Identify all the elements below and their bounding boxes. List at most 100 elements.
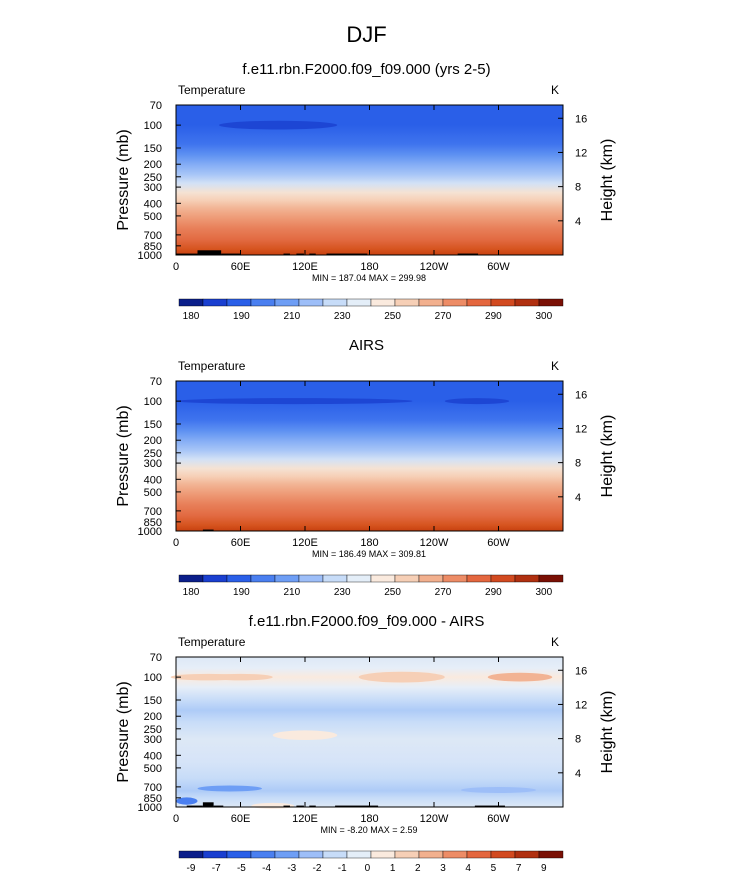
y2-tick-label: 8 xyxy=(575,182,581,194)
colorbar-box xyxy=(250,574,276,583)
y2-axis-label: Height (km) xyxy=(599,139,616,222)
colorbar-label: 300 xyxy=(535,311,552,322)
terrain-mask xyxy=(296,253,304,255)
y-tick-label: 400 xyxy=(144,750,162,762)
colorbar-label: 250 xyxy=(384,311,401,322)
y-tick-label: 300 xyxy=(144,458,162,470)
y2-tick-label: 8 xyxy=(575,734,581,746)
y2-tick-label: 12 xyxy=(575,699,587,711)
y2-tick-label: 8 xyxy=(575,458,581,470)
chart-panel-3: f.e11.rbn.F2000.f09_f09.000 - AIRSTemper… xyxy=(115,613,616,874)
x-tick-label: 0 xyxy=(173,261,179,273)
colorbar-label: 190 xyxy=(233,311,250,322)
chart-panel-1: f.e11.rbn.F2000.f09_f09.000 (yrs 2-5) Tem… xyxy=(115,61,616,322)
contour-feature xyxy=(219,120,338,130)
colorbar-label: 2 xyxy=(415,863,421,874)
minmax-label: MIN = -8.20 MAX = 2.59 xyxy=(320,825,417,835)
colorbar-box xyxy=(322,850,348,859)
x-tick-label: 60W xyxy=(487,537,510,549)
terrain-mask xyxy=(197,250,222,255)
y-tick-label: 850 xyxy=(144,793,162,805)
colorbar-label: 7 xyxy=(516,863,522,874)
colorbar-label: -3 xyxy=(287,863,296,874)
y2-axis-label: Height (km) xyxy=(599,691,616,774)
x-tick-label: 0 xyxy=(173,537,179,549)
units-label: K xyxy=(551,359,559,373)
y-tick-label: 300 xyxy=(144,734,162,746)
colorbar-box xyxy=(370,298,396,307)
colorbar-box xyxy=(178,850,204,859)
colorbar-box xyxy=(394,298,420,307)
colorbar-box xyxy=(466,574,492,583)
colorbar-box xyxy=(418,850,444,859)
colorbar-box xyxy=(274,298,300,307)
terrain-mask xyxy=(326,253,368,255)
terrain-mask xyxy=(213,805,224,807)
colorbar-label: 4 xyxy=(465,863,471,874)
colorbar-label: -7 xyxy=(212,863,221,874)
colorbar-box xyxy=(298,298,324,307)
colorbar-label: -5 xyxy=(237,863,246,874)
y2-tick-label: 16 xyxy=(575,113,587,125)
x-tick-label: 180 xyxy=(360,537,378,549)
colorbar-box xyxy=(346,574,372,583)
colorbar-label: 210 xyxy=(283,311,300,322)
plot-background xyxy=(176,381,563,531)
colorbar-label: 250 xyxy=(384,587,401,598)
colorbar-box xyxy=(298,850,324,859)
colorbar-box xyxy=(250,850,276,859)
panels: f.e11.rbn.F2000.f09_f09.000 (yrs 2-5) Tem… xyxy=(115,61,616,874)
terrain-mask xyxy=(474,805,505,807)
terrain-mask xyxy=(309,805,316,807)
x-tick-label: 180 xyxy=(360,261,378,273)
colorbar-box xyxy=(466,298,492,307)
contour-feature xyxy=(358,671,445,683)
colorbar-box xyxy=(202,574,228,583)
colorbar-box xyxy=(226,850,252,859)
y-tick-label: 150 xyxy=(144,695,162,707)
colorbar-box xyxy=(394,850,420,859)
y-tick-label: 500 xyxy=(144,763,162,775)
colorbar-box xyxy=(418,574,444,583)
y-tick-label: 70 xyxy=(150,652,162,664)
colorbar-label: 5 xyxy=(491,863,497,874)
variable-label: Temperature xyxy=(178,635,246,649)
x-tick-label: 60W xyxy=(487,261,510,273)
colorbar-label: -1 xyxy=(338,863,347,874)
minmax-label: MIN = 187.04 MAX = 299.98 xyxy=(312,273,426,283)
y-tick-label: 70 xyxy=(150,376,162,388)
y2-tick-label: 4 xyxy=(575,216,581,228)
terrain-mask xyxy=(176,253,198,255)
contour-feature xyxy=(208,673,273,681)
colorbar-box xyxy=(298,574,324,583)
colorbar-label: 210 xyxy=(283,587,300,598)
colorbar-label: 0 xyxy=(365,863,371,874)
x-tick-label: 0 xyxy=(173,813,179,825)
x-tick-label: 120W xyxy=(420,813,449,825)
y-tick-label: 100 xyxy=(144,120,162,132)
colorbar-box xyxy=(442,298,468,307)
terrain-mask xyxy=(202,802,214,807)
y-tick-label: 70 xyxy=(150,100,162,112)
x-tick-label: 60E xyxy=(231,537,251,549)
y-tick-label: 250 xyxy=(144,448,162,460)
y-axis-label: Pressure (mb) xyxy=(115,405,132,506)
contour-feature xyxy=(176,797,198,805)
y-tick-label: 700 xyxy=(144,230,162,242)
y-axis-label: Pressure (mb) xyxy=(115,681,132,782)
x-tick-label: 120E xyxy=(292,813,318,825)
colorbar-label: 230 xyxy=(334,311,351,322)
contour-feature xyxy=(444,398,510,405)
units-label: K xyxy=(551,83,559,97)
colorbar-label: -4 xyxy=(262,863,271,874)
y-tick-label: 200 xyxy=(144,159,162,171)
y-tick-label: 200 xyxy=(144,711,162,723)
colorbar-box xyxy=(514,574,540,583)
colorbar-box xyxy=(418,298,444,307)
y-tick-label: 200 xyxy=(144,435,162,447)
contour-feature xyxy=(460,787,537,794)
y2-tick-label: 4 xyxy=(575,768,581,780)
colorbar-label: 190 xyxy=(233,587,250,598)
contour-feature xyxy=(176,398,413,405)
